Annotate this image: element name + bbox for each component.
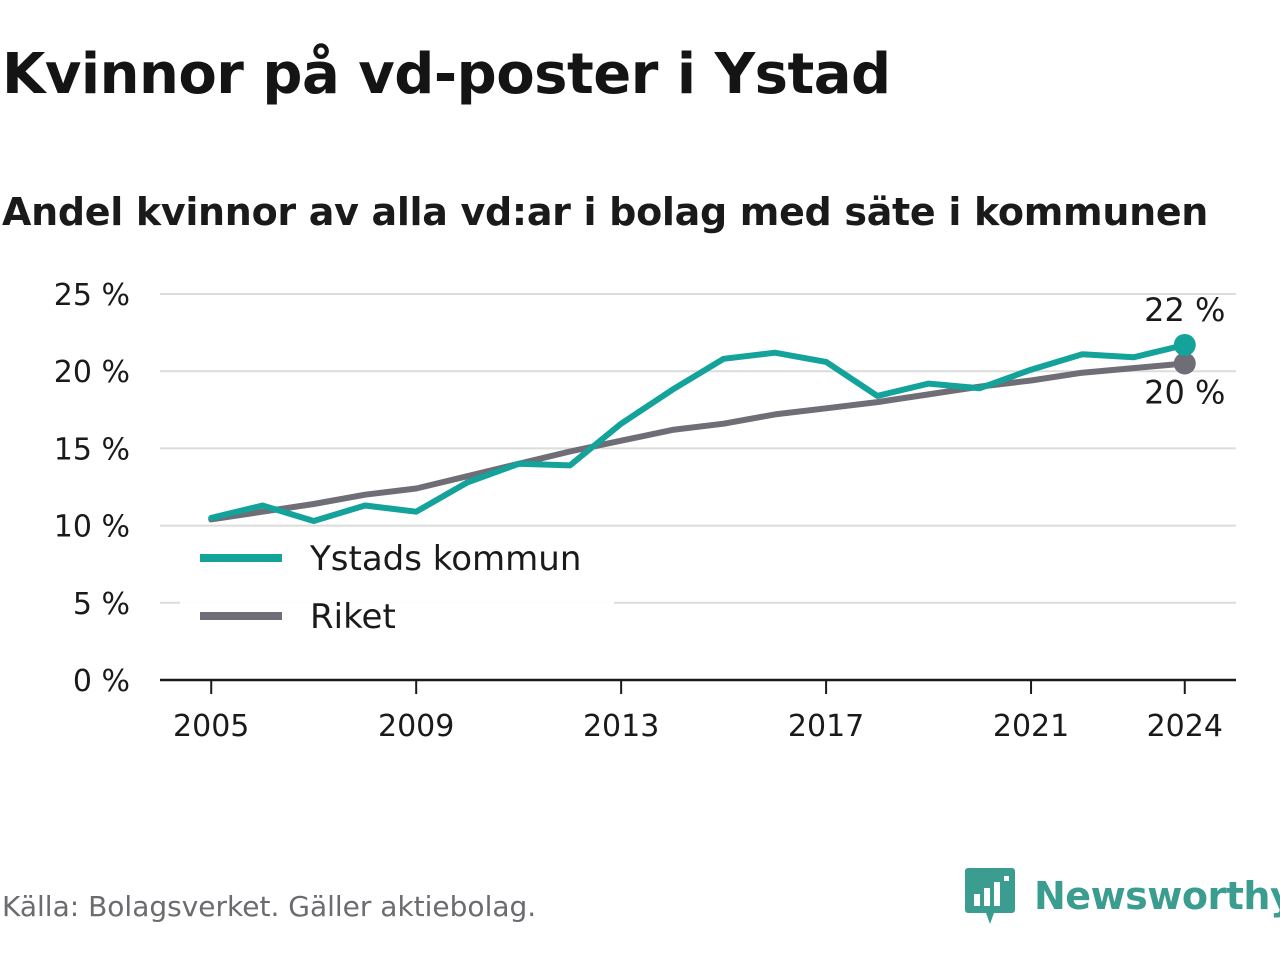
y-tick-label: 5 % — [73, 587, 130, 622]
chart-subtitle: Andel kvinnor av alla vd:ar i bolag med … — [2, 190, 1209, 234]
x-tick-label: 2017 — [788, 709, 864, 744]
legend-background — [180, 527, 614, 657]
brand-name: Newsworthy — [1034, 874, 1280, 918]
x-tick-label: 2005 — [173, 709, 249, 744]
y-tick-label: 25 % — [54, 278, 130, 313]
y-tick-label: 15 % — [54, 432, 130, 467]
series-line-riket — [208, 360, 1188, 523]
legend-label-1: Riket — [310, 597, 396, 637]
chart-title: Kvinnor på vd-poster i Ystad — [2, 42, 891, 107]
legend-label-0: Ystads kommun — [309, 539, 581, 579]
brand-logo: Newsworthy — [964, 866, 1280, 926]
y-axis-tick-labels: 0 % 5 % 10 % 15 % 20 % 25 % — [54, 278, 130, 699]
end-label-ystads-kommun: 22 % — [1144, 291, 1225, 329]
series-lines — [208, 333, 1196, 524]
y-tick-label: 20 % — [54, 355, 130, 390]
series-line-ystads-kommun — [208, 342, 1188, 524]
end-point-riket — [1173, 352, 1196, 375]
end-label-riket: 20 % — [1144, 373, 1225, 411]
y-tick-label: 10 % — [54, 510, 130, 545]
x-tick-label: 2021 — [993, 709, 1069, 744]
y-tick-label: 0 % — [73, 664, 130, 699]
x-tick-label: 2009 — [378, 709, 454, 744]
newsworthy-logo-icon — [965, 868, 1015, 924]
end-labels: 20 % 22 % — [1144, 291, 1225, 412]
x-tick-label: 2013 — [583, 709, 659, 744]
x-tick-label: 2024 — [1147, 709, 1223, 744]
legend: Ystads kommun Riket — [180, 527, 614, 657]
x-axis: 2005 2009 2013 2017 2021 2024 — [160, 678, 1236, 744]
source-note: Källa: Bolagsverket. Gäller aktiebolag. — [2, 890, 537, 923]
end-point-ystads-kommun — [1173, 333, 1196, 356]
